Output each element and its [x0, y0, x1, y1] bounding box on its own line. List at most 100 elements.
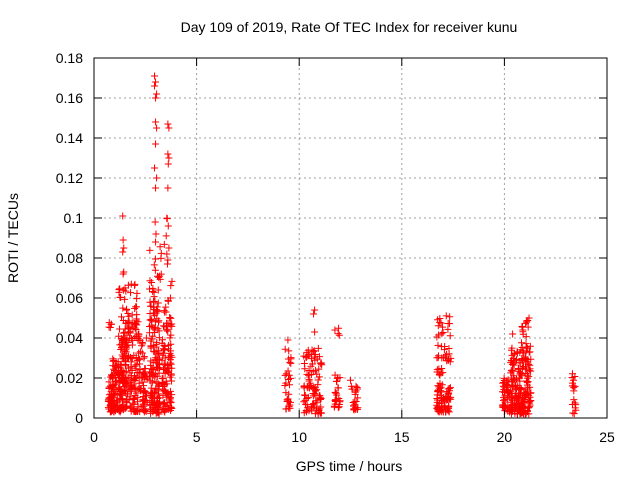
data-point [163, 215, 171, 223]
data-point [526, 342, 534, 350]
data-point [149, 366, 157, 374]
data-point [113, 396, 121, 404]
data-point [165, 124, 173, 132]
data-point [309, 360, 317, 368]
data-point [133, 289, 141, 297]
data-point [315, 405, 323, 413]
data-point [165, 154, 173, 162]
data-point [166, 387, 174, 395]
data-point [311, 306, 319, 314]
data-point [105, 378, 113, 386]
data-point [286, 358, 294, 366]
data-point [164, 367, 172, 375]
data-point [317, 394, 325, 402]
y-tick-label: 0.1 [64, 210, 84, 226]
data-point [523, 371, 531, 379]
data-point [168, 391, 176, 399]
data-point [127, 358, 135, 366]
x-axis-label: GPS time / hours [296, 458, 403, 474]
data-point [127, 407, 135, 415]
data-point [570, 410, 578, 418]
data-point [164, 120, 172, 128]
data-point [500, 379, 508, 387]
data-point [121, 347, 129, 355]
data-point [109, 399, 117, 407]
data-point [508, 377, 516, 385]
data-point [139, 373, 147, 381]
data-point [303, 408, 311, 416]
data-point [334, 384, 342, 392]
data-point [286, 398, 294, 406]
data-point [151, 164, 159, 172]
data-point [120, 244, 128, 252]
data-point [332, 397, 340, 405]
data-point [335, 331, 343, 339]
data-point [136, 348, 144, 356]
data-point [334, 374, 342, 382]
data-point [153, 90, 161, 98]
data-point [347, 376, 355, 384]
data-point [138, 342, 146, 350]
data-point [119, 270, 127, 278]
data-point [132, 325, 140, 333]
data-point [513, 410, 521, 418]
data-point [433, 368, 441, 376]
data-point [141, 365, 149, 373]
data-point [115, 286, 123, 294]
data-point [167, 282, 175, 290]
data-point [433, 395, 441, 403]
data-point [435, 365, 443, 373]
data-point [147, 302, 155, 310]
data-point [568, 373, 576, 381]
data-point [139, 389, 147, 397]
data-point [440, 346, 448, 354]
data-point [146, 277, 154, 285]
data-point [112, 378, 120, 386]
data-point [286, 381, 294, 389]
data-point [526, 383, 534, 391]
data-point [125, 318, 133, 326]
data-point [515, 374, 523, 382]
data-point [335, 324, 343, 332]
data-point [159, 351, 167, 359]
data-point [446, 358, 454, 366]
data-point [131, 305, 139, 313]
data-point [284, 367, 292, 375]
data-point [118, 344, 126, 352]
data-point [285, 347, 293, 355]
data-point [155, 369, 163, 377]
data-point [150, 347, 158, 355]
data-point [137, 374, 145, 382]
data-point [164, 150, 172, 158]
data-point [507, 405, 515, 413]
data-points [104, 72, 580, 418]
data-point [153, 393, 161, 401]
data-point [315, 365, 323, 373]
data-point [164, 184, 172, 192]
data-point [508, 367, 516, 375]
x-tick-label: 25 [599, 429, 615, 445]
data-point [119, 212, 127, 220]
data-point [436, 379, 444, 387]
data-point [159, 399, 167, 407]
data-point [523, 318, 531, 326]
data-point [439, 323, 447, 331]
data-point [123, 331, 131, 339]
data-point [164, 160, 172, 168]
data-point [104, 403, 112, 411]
data-point [332, 396, 340, 404]
data-point [154, 299, 162, 307]
y-tick-label: 0 [75, 410, 83, 426]
data-point [159, 366, 167, 374]
data-point [166, 313, 174, 321]
data-point [155, 273, 163, 281]
data-point [446, 313, 454, 321]
data-point [287, 374, 295, 382]
data-point [146, 329, 154, 337]
data-point [148, 278, 156, 286]
data-point [126, 392, 134, 400]
data-point [524, 384, 532, 392]
data-point [353, 405, 361, 413]
data-point [501, 392, 509, 400]
